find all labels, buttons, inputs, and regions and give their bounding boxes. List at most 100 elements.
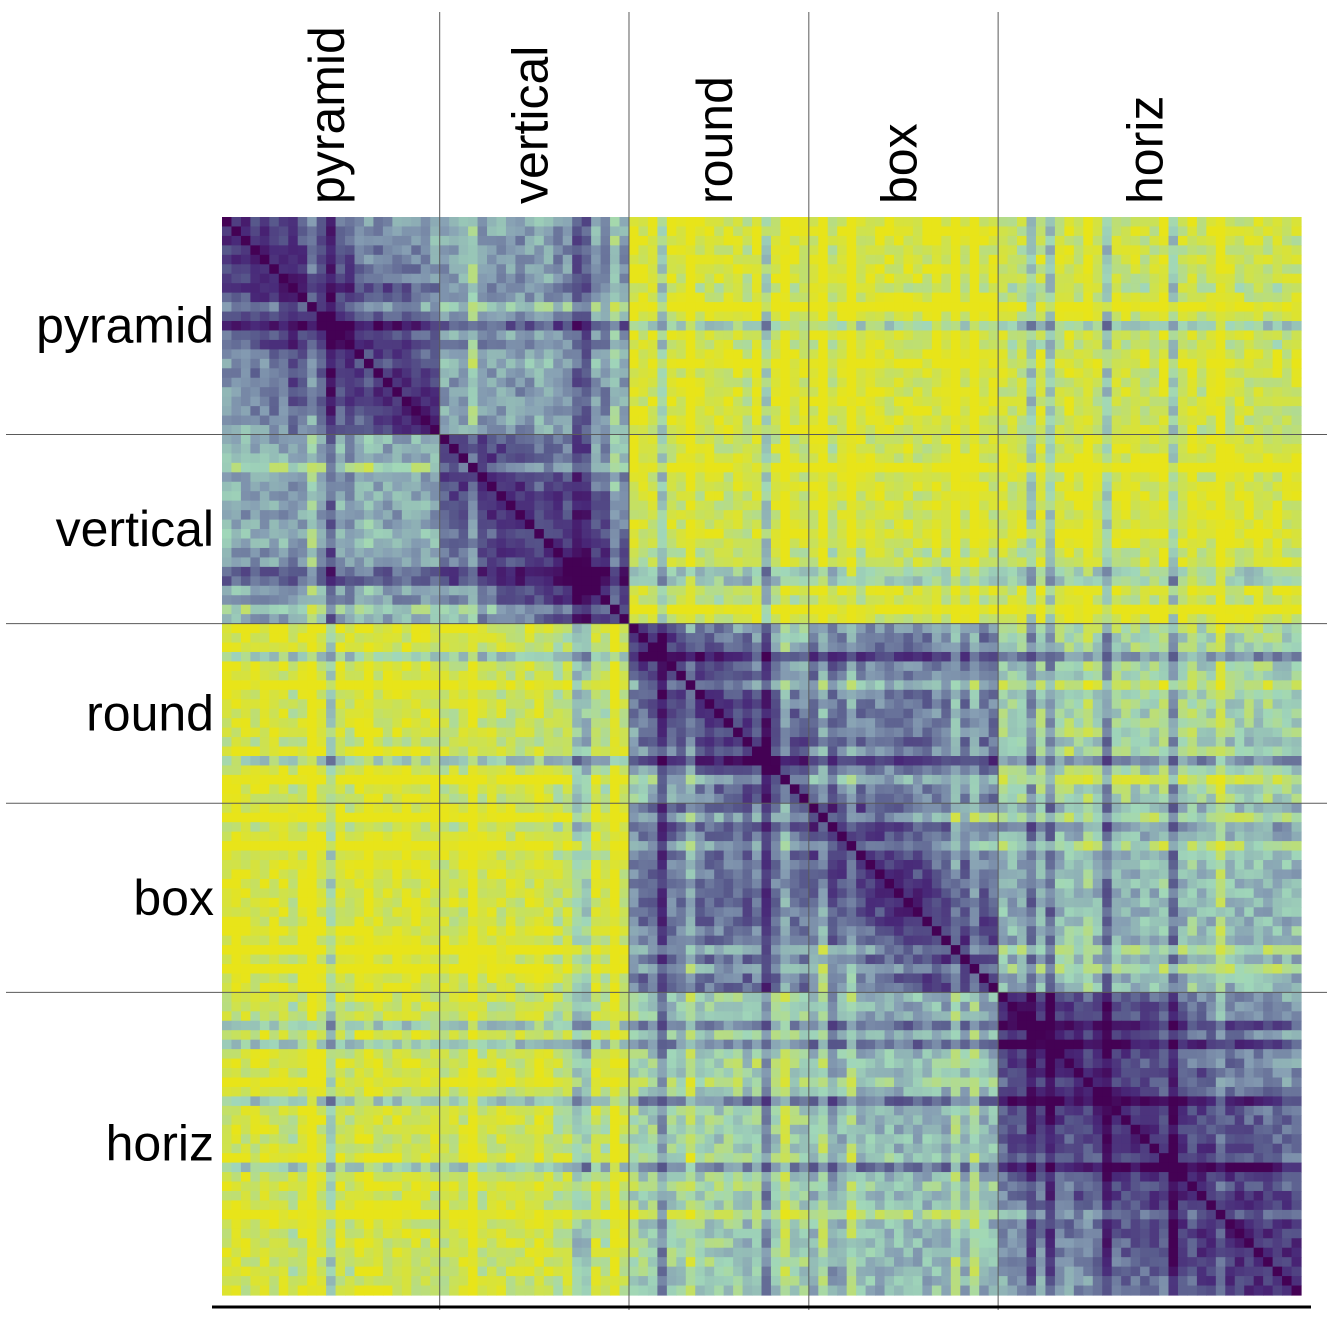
heatmap-cell	[240, 368, 251, 379]
heatmap-cell	[969, 415, 980, 426]
heatmap-cell	[931, 349, 942, 360]
heatmap-cell	[1168, 472, 1179, 483]
heatmap-cell	[373, 529, 384, 540]
heatmap-cell	[1187, 547, 1198, 559]
heatmap-cell	[884, 330, 895, 341]
heatmap-cell	[610, 368, 621, 379]
heatmap-cell	[1073, 264, 1084, 275]
heatmap-cell	[628, 462, 640, 473]
heatmap-cell	[733, 339, 744, 350]
heatmap-cell	[733, 283, 744, 294]
heatmap-cell	[1272, 415, 1283, 426]
heatmap-cell	[345, 566, 356, 577]
heatmap-cell	[856, 538, 867, 549]
heatmap-cell	[250, 529, 261, 540]
heatmap-cell	[969, 273, 980, 284]
heatmap-cell	[610, 585, 621, 596]
heatmap-cell	[714, 273, 725, 284]
heatmap-cell	[1244, 311, 1255, 322]
heatmap-cell	[789, 500, 800, 511]
heatmap-cell	[610, 245, 621, 256]
heatmap-cell	[647, 387, 658, 398]
heatmap-cell	[505, 604, 517, 615]
heatmap-cell	[657, 491, 668, 502]
heatmap-cell	[619, 311, 630, 322]
heatmap-cell	[998, 547, 1009, 559]
heatmap-cell	[875, 387, 886, 398]
heatmap-cell	[316, 462, 327, 473]
heatmap-cell	[1017, 538, 1028, 549]
heatmap-cell	[818, 377, 829, 388]
heatmap-cell	[1187, 434, 1198, 445]
heatmap-cell	[894, 453, 905, 464]
heatmap-cell	[505, 538, 517, 549]
heatmap-cell	[1130, 415, 1141, 426]
heatmap-cell	[666, 425, 677, 436]
heatmap-cell	[1073, 566, 1084, 577]
heatmap-cell	[515, 529, 526, 540]
heatmap-cell	[922, 283, 933, 294]
heatmap-cell	[487, 481, 498, 492]
heatmap-cell	[1263, 538, 1274, 549]
heatmap-cell	[752, 387, 763, 398]
heatmap-cell	[600, 604, 611, 615]
heatmap-cell	[742, 226, 753, 237]
heatmap-cell	[316, 623, 327, 634]
heatmap-cell	[1054, 406, 1065, 417]
heatmap-cell	[1140, 443, 1151, 455]
heatmap-cell	[600, 462, 611, 473]
heatmap-cell	[449, 349, 460, 360]
heatmap-cell	[392, 519, 403, 530]
heatmap-cell	[468, 273, 479, 284]
heatmap-cell	[553, 566, 564, 577]
heatmap-cell	[222, 462, 233, 473]
heatmap-cell	[1017, 330, 1028, 341]
heatmap-cell	[969, 245, 980, 256]
heatmap-cell	[1045, 396, 1056, 407]
heatmap-cell	[1130, 292, 1141, 303]
heatmap-cell	[733, 585, 744, 596]
heatmap-cell	[363, 396, 375, 407]
heatmap-cell	[903, 519, 914, 530]
heatmap-cell	[363, 491, 375, 502]
heatmap-cell	[733, 358, 744, 369]
heatmap-cell	[827, 254, 838, 265]
heatmap-cell	[780, 368, 791, 379]
heatmap-cell	[884, 264, 895, 275]
heatmap-cell	[657, 273, 668, 284]
heatmap-cell	[477, 481, 488, 492]
heatmap-cell	[941, 415, 952, 426]
heatmap-cell	[723, 396, 734, 407]
heatmap-cell	[373, 226, 384, 237]
heatmap-cell	[543, 254, 554, 265]
heatmap-cell	[430, 217, 441, 228]
heatmap-cell	[316, 368, 327, 379]
heatmap-cell	[912, 264, 923, 275]
heatmap-cell	[723, 235, 734, 246]
heatmap-cell	[789, 330, 800, 341]
heatmap-cell	[638, 311, 649, 322]
heatmap-cell	[363, 368, 375, 379]
heatmap-cell	[449, 358, 460, 369]
heatmap-cell	[259, 453, 270, 464]
heatmap-cell	[534, 217, 545, 228]
heatmap-cell	[307, 283, 318, 294]
heatmap-cell	[411, 330, 422, 341]
heatmap-cell	[789, 623, 800, 634]
heatmap-cell	[875, 321, 886, 332]
heatmap-cell	[439, 245, 450, 256]
heatmap-cell	[752, 406, 763, 417]
heatmap-cell	[439, 283, 450, 294]
heatmap-cell	[1177, 226, 1189, 237]
heatmap-cell	[1054, 339, 1065, 350]
heatmap-cell	[1111, 623, 1122, 634]
heatmap-cell	[468, 235, 479, 246]
heatmap-cell	[685, 566, 696, 577]
heatmap-cell	[1035, 434, 1047, 445]
heatmap-cell	[354, 311, 365, 322]
heatmap-cell	[1140, 368, 1151, 379]
heatmap-cell	[770, 406, 782, 417]
heatmap-cell	[988, 283, 999, 294]
heatmap-cell	[846, 623, 857, 634]
heatmap-cell	[373, 387, 384, 398]
